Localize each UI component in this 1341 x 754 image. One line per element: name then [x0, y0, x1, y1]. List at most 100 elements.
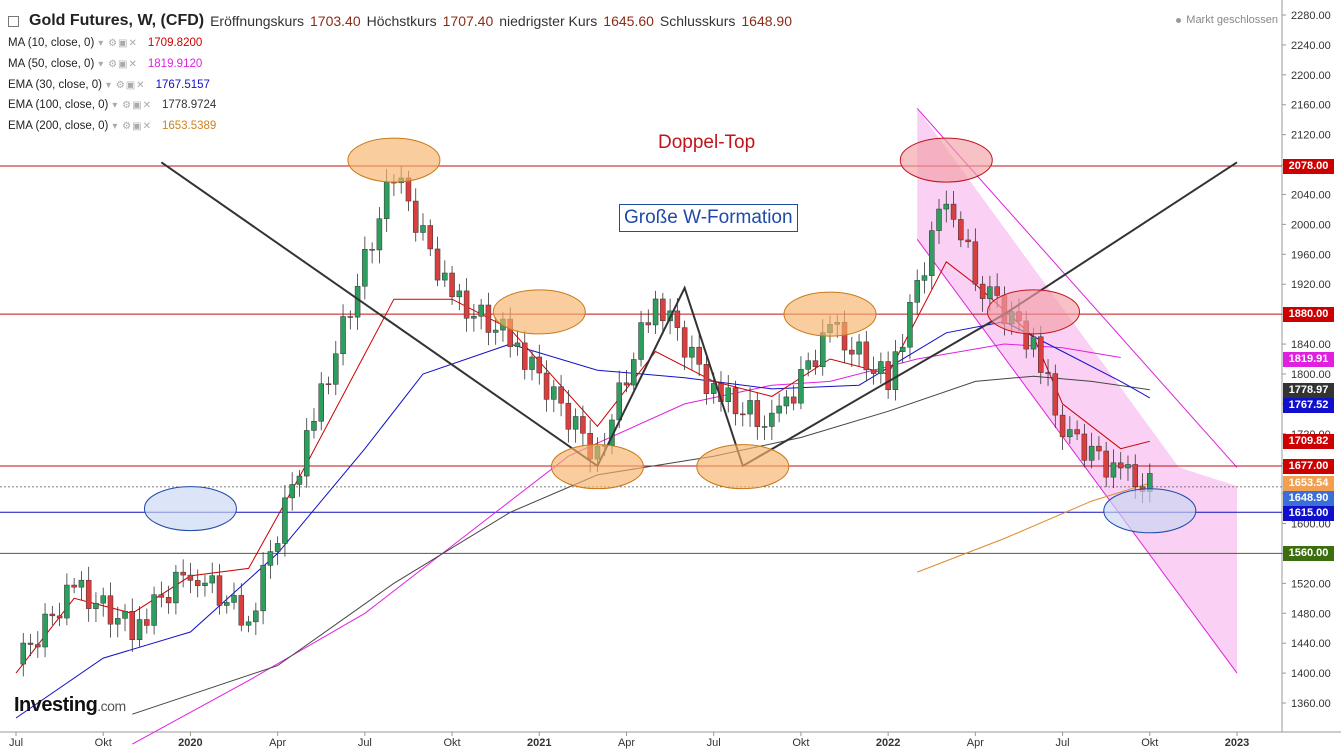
price-label: 1560.00: [1283, 546, 1334, 562]
y-tick-label: 1440.00: [1291, 638, 1331, 650]
candle-body: [572, 416, 579, 430]
candle-body: [892, 351, 899, 390]
y-tick-label: 2200.00: [1291, 70, 1331, 82]
candle-body: [376, 218, 383, 251]
candle-body: [623, 382, 630, 386]
indicator-tools-icon[interactable]: ▾ ⚙▣✕: [98, 37, 138, 49]
candle-body: [78, 579, 85, 588]
resistance-ellipse: [492, 289, 586, 335]
indicator-ema200[interactable]: EMA (200, close, 0) ▾ ⚙▣✕ 1653.5389: [8, 120, 217, 132]
top-ellipse: [899, 137, 993, 183]
support-ellipse-blue: [1103, 488, 1197, 534]
candle-body: [979, 283, 986, 299]
candle-body: [536, 356, 543, 374]
candle-body: [805, 360, 811, 370]
candle-body: [296, 475, 303, 485]
candle-body: [56, 615, 63, 619]
indicator-tools-icon[interactable]: ▾ ⚙▣✕: [98, 58, 138, 70]
indicator-ema30[interactable]: EMA (30, close, 0) ▾ ⚙▣✕ 1767.5157: [8, 79, 210, 91]
x-tick-label: 2023: [1225, 737, 1249, 749]
candle-body: [870, 369, 877, 374]
candle-body: [224, 602, 230, 606]
candle-body: [740, 413, 746, 416]
collapse-checkbox[interactable]: [8, 15, 19, 27]
candle-body: [173, 571, 179, 604]
y-tick-label: 1800.00: [1291, 369, 1331, 381]
candle-body: [209, 575, 215, 584]
candle-body: [165, 597, 172, 604]
candle-body: [289, 484, 295, 499]
indicator-tools-icon[interactable]: ▾ ⚙▣✕: [112, 99, 152, 111]
instrument-title[interactable]: Gold Futures, W, (CFD): [29, 12, 205, 29]
candle-body: [856, 341, 862, 355]
price-label: 1880.00: [1283, 307, 1334, 323]
candle-body: [245, 621, 252, 626]
x-tick-label: Okt: [95, 737, 112, 749]
candle-body: [638, 322, 644, 360]
candle-body: [485, 304, 492, 333]
y-tick-label: 2040.00: [1291, 189, 1331, 201]
candle-body: [616, 382, 622, 421]
candle-body: [761, 426, 768, 428]
open-value: 1703.40: [310, 13, 361, 29]
candle-body: [812, 360, 819, 367]
price-label: 1767.52: [1283, 397, 1334, 413]
candle-body: [819, 332, 826, 367]
candle-body: [136, 619, 143, 640]
y-tick-label: 1400.00: [1291, 668, 1331, 680]
candle-body: [914, 280, 920, 303]
price-label: 1653.54: [1283, 476, 1334, 492]
candle-body: [514, 342, 521, 347]
x-tick-label: Apr: [618, 737, 635, 749]
investing-logo: Investing.com: [14, 694, 126, 716]
high-value: 1707.40: [442, 13, 494, 29]
candle-body: [318, 383, 324, 422]
support-ellipse: [550, 444, 644, 490]
candle-body: [115, 618, 121, 625]
candle-body: [929, 230, 935, 276]
price-label: 1819.91: [1283, 352, 1334, 368]
candle-body: [20, 642, 27, 665]
candle-body: [442, 272, 448, 281]
candle-body: [1030, 336, 1037, 350]
candle-body: [790, 396, 797, 404]
candle-body: [362, 249, 368, 287]
market-status: Markt geschlossen: [1176, 14, 1278, 26]
indicator-ma50[interactable]: MA (50, close, 0) ▾ ⚙▣✕ 1819.9120: [8, 58, 203, 70]
w-formation-lines: [160, 161, 1238, 468]
indicator-ema100[interactable]: EMA (100, close, 0) ▾ ⚙▣✕ 1778.9724: [8, 99, 217, 111]
candle-body: [420, 225, 426, 233]
channel-lower-line: [916, 239, 1238, 674]
chart-header: Gold Futures, W, (CFD) Eröffnungskurs 17…: [8, 12, 792, 30]
candle-body: [529, 356, 535, 370]
candle-body: [631, 359, 637, 386]
candle-body: [987, 286, 993, 299]
y-tick-label: 2120.00: [1291, 130, 1331, 142]
status-dot-icon: [1176, 17, 1182, 23]
candle-body: [311, 421, 317, 431]
candle-body: [899, 346, 906, 352]
indicator-tools-icon[interactable]: ▾ ⚙▣✕: [112, 120, 152, 132]
candle-body: [921, 275, 928, 281]
candle-body: [492, 329, 499, 333]
indicator-tools-icon[interactable]: ▾ ⚙▣✕: [105, 79, 146, 91]
candle-body: [231, 595, 237, 603]
candle-body: [194, 580, 201, 586]
candle-body: [1074, 429, 1080, 435]
candle-body: [943, 203, 950, 210]
candle-body: [543, 372, 550, 400]
x-tick-label: Okt: [1141, 737, 1158, 749]
candle-body: [1125, 464, 1131, 469]
candle-body: [151, 594, 157, 626]
candle-body: [325, 383, 332, 385]
price-label: 1648.90: [1283, 491, 1334, 507]
indicator-ma10[interactable]: MA (10, close, 0) ▾ ⚙▣✕ 1709.8200: [8, 37, 203, 49]
resistance-ellipse: [783, 291, 877, 337]
candle-body: [674, 310, 681, 328]
y-tick-label: 2000.00: [1291, 219, 1331, 231]
candle-body: [333, 353, 339, 385]
candle-body: [471, 316, 477, 319]
candle-body: [27, 642, 34, 645]
candle-body: [681, 327, 688, 358]
